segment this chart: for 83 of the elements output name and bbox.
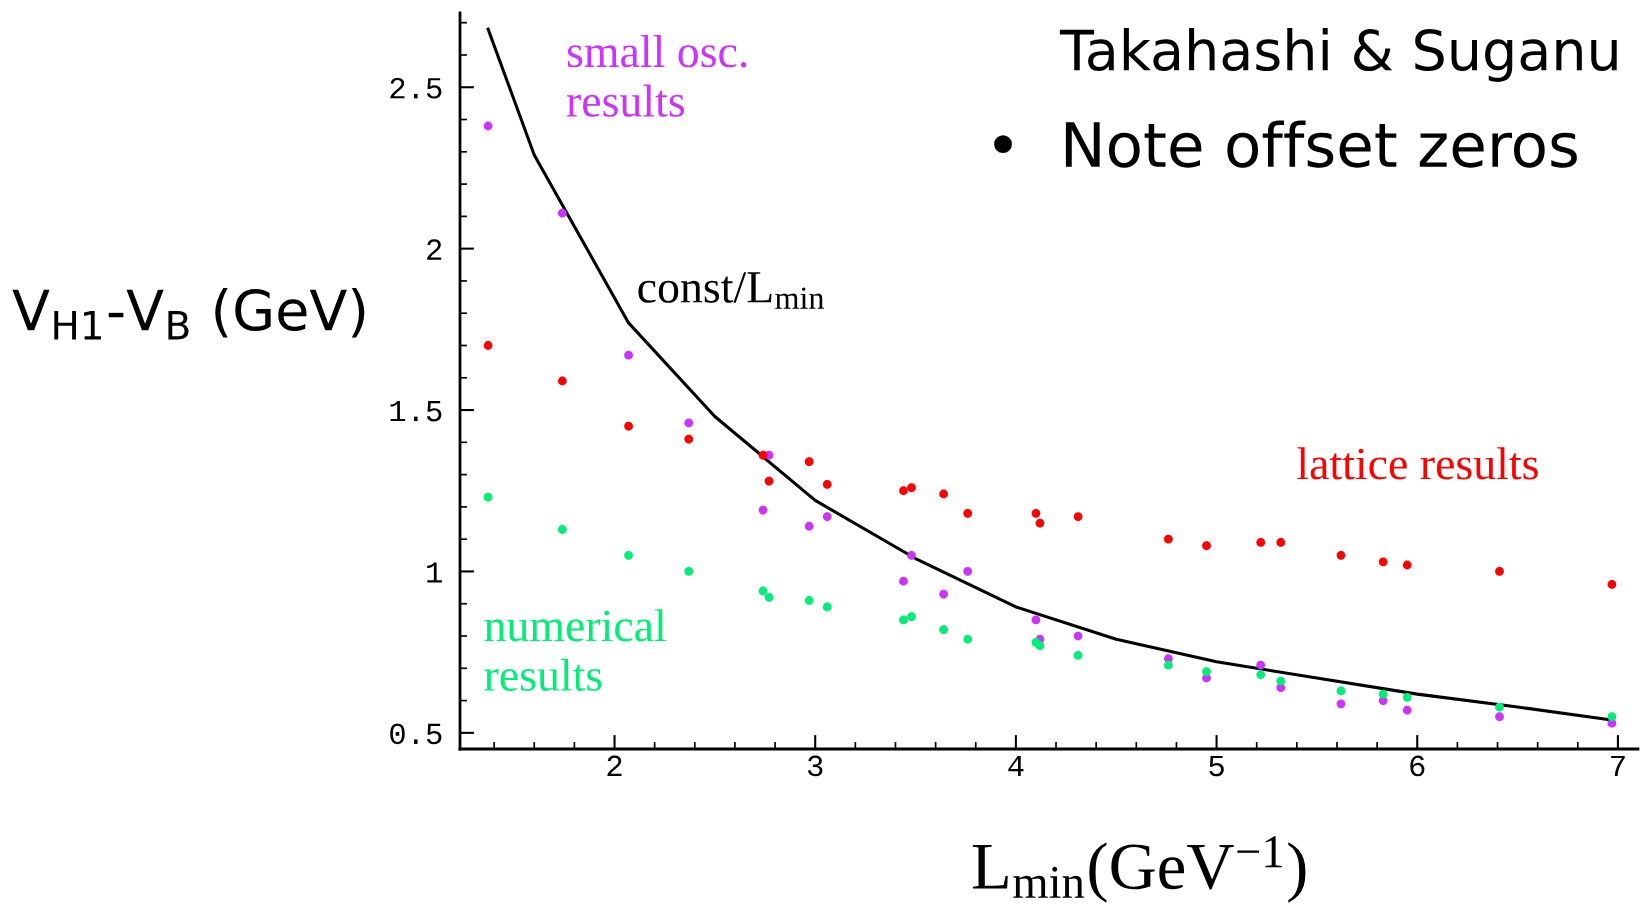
point xyxy=(758,505,768,515)
point xyxy=(1256,670,1266,680)
x-axis-title: L$_{min}$(GeV$^{−1}$) xyxy=(972,836,1306,903)
point xyxy=(764,592,774,602)
point xyxy=(1378,557,1388,567)
y-tick-label: 1.5 xyxy=(390,401,442,422)
point xyxy=(684,434,694,444)
y-tick-label: 0.5 xyxy=(390,723,442,745)
series-label: const/L$_{min}$ xyxy=(638,272,824,309)
series-label: lattice results xyxy=(1297,447,1538,480)
point xyxy=(1336,686,1346,696)
point xyxy=(822,512,832,521)
point xyxy=(764,476,774,486)
point xyxy=(1276,538,1286,547)
annotation: • Note offset zeros xyxy=(994,120,1577,168)
annotation: Takahashi & Suganu xyxy=(1059,28,1617,82)
y-tick-label: 1 xyxy=(427,562,442,583)
point xyxy=(907,550,916,560)
point xyxy=(939,489,949,499)
point xyxy=(804,457,814,467)
point xyxy=(483,341,493,350)
point xyxy=(557,376,567,386)
point xyxy=(684,418,694,428)
point xyxy=(963,634,973,644)
x-tick-label: 6 xyxy=(1410,755,1425,777)
point xyxy=(758,450,768,460)
x-tick-label: 2 xyxy=(607,755,622,776)
point xyxy=(1378,689,1388,699)
point xyxy=(804,596,814,605)
point xyxy=(1256,538,1266,547)
y-axis-title: V$_{H1}$-V$_{B}$ (GeV) xyxy=(12,288,365,340)
point xyxy=(939,625,949,634)
x-tick-label: 5 xyxy=(1209,755,1224,777)
point xyxy=(822,602,832,612)
point xyxy=(1031,508,1041,518)
point xyxy=(557,208,567,218)
series-label: small osc. results xyxy=(566,35,747,117)
point xyxy=(1035,518,1045,528)
point xyxy=(1073,631,1083,641)
point xyxy=(899,576,908,586)
x-tick-label: 3 xyxy=(807,755,823,777)
point xyxy=(624,421,633,431)
series-label: numerical results xyxy=(484,609,666,691)
point xyxy=(822,479,832,489)
point xyxy=(483,121,493,131)
point xyxy=(1607,579,1617,589)
point xyxy=(1073,650,1083,660)
point xyxy=(1073,512,1083,521)
point xyxy=(963,567,973,576)
point xyxy=(557,525,567,534)
point xyxy=(1164,534,1173,544)
point xyxy=(1202,667,1211,676)
point xyxy=(963,508,973,518)
y-tick-label: 2 xyxy=(427,239,442,260)
point xyxy=(624,350,633,360)
point xyxy=(758,586,768,596)
point xyxy=(1402,705,1412,715)
point xyxy=(1035,641,1045,651)
point xyxy=(684,567,694,576)
point xyxy=(1256,660,1266,670)
point xyxy=(1336,699,1346,709)
point xyxy=(1202,541,1211,551)
y-tick-label: 2.5 xyxy=(390,77,442,99)
point xyxy=(1402,560,1412,570)
point xyxy=(1031,615,1041,625)
point xyxy=(1336,550,1346,560)
point xyxy=(1402,692,1412,702)
point xyxy=(1276,676,1286,686)
point xyxy=(939,589,949,599)
x-tick-label: 4 xyxy=(1008,755,1024,776)
point xyxy=(907,612,916,622)
point xyxy=(899,486,908,496)
point xyxy=(624,550,633,560)
point xyxy=(907,483,916,492)
point xyxy=(1495,567,1504,576)
point xyxy=(483,492,493,502)
point xyxy=(1164,660,1173,670)
point xyxy=(1607,712,1617,722)
x-tick-label: 7 xyxy=(1611,755,1625,776)
point xyxy=(899,615,908,625)
point xyxy=(1495,712,1504,722)
point xyxy=(1495,702,1504,712)
point xyxy=(804,521,814,531)
